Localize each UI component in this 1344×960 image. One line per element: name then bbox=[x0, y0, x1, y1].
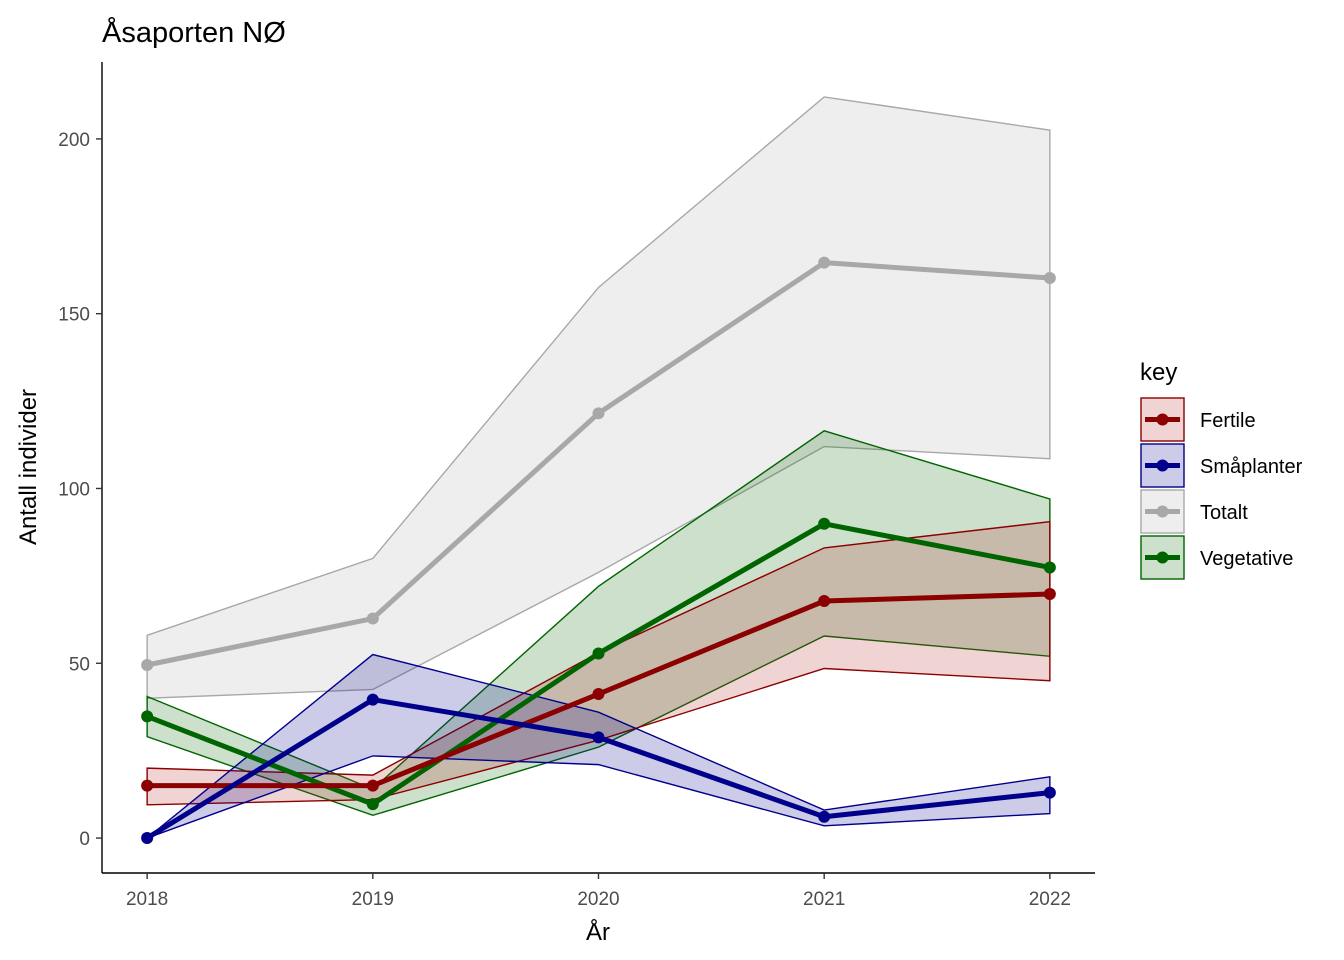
point-totalt-2021 bbox=[818, 256, 831, 269]
y-tick-label: 200 bbox=[58, 130, 90, 151]
y-axis-ticks: 0 50 100 150 200 bbox=[58, 130, 102, 850]
y-tick-label: 150 bbox=[58, 305, 90, 326]
legend-point-smaplanter bbox=[1156, 459, 1169, 472]
point-fertile-2020 bbox=[592, 688, 605, 701]
point-smaplanter-2022 bbox=[1043, 786, 1056, 799]
legend-item-vegetative: Vegetative bbox=[1140, 535, 1293, 580]
point-vegetative-2020 bbox=[592, 647, 605, 660]
y-tick-label: 0 bbox=[79, 829, 90, 850]
y-tick-label: 100 bbox=[58, 479, 90, 500]
legend-label-totalt: Totalt bbox=[1200, 502, 1248, 524]
point-vegetative-2019 bbox=[366, 798, 379, 811]
point-fertile-2019 bbox=[366, 779, 379, 792]
point-fertile-2018 bbox=[141, 779, 154, 792]
chart-title: Åsaporten NØ bbox=[102, 16, 286, 49]
x-axis-title: År bbox=[586, 918, 610, 946]
point-vegetative-2022 bbox=[1043, 561, 1056, 574]
legend-point-vegetative bbox=[1156, 551, 1169, 564]
x-tick-label: 2019 bbox=[352, 889, 394, 910]
legend-point-fertile bbox=[1156, 413, 1169, 426]
point-vegetative-2018 bbox=[141, 710, 154, 723]
legend-label-smaplanter: Småplanter bbox=[1200, 456, 1303, 478]
point-totalt-2018 bbox=[141, 659, 154, 672]
x-tick-label: 2022 bbox=[1029, 889, 1071, 910]
point-fertile-2021 bbox=[818, 595, 831, 608]
legend-point-totalt bbox=[1156, 505, 1169, 518]
point-smaplanter-2018 bbox=[141, 832, 154, 845]
series-points bbox=[141, 256, 1056, 845]
point-totalt-2019 bbox=[366, 612, 379, 625]
legend-item-fertile: Fertile bbox=[1140, 397, 1256, 442]
x-axis-ticks: 2018 2019 2020 2021 2022 bbox=[126, 873, 1071, 910]
legend-title: key bbox=[1140, 359, 1177, 386]
point-fertile-2022 bbox=[1043, 588, 1056, 601]
point-totalt-2020 bbox=[592, 407, 605, 420]
x-tick-label: 2021 bbox=[803, 889, 845, 910]
legend: key Fertile Småplanter Totalt Vegetative bbox=[1140, 359, 1303, 580]
point-smaplanter-2019 bbox=[366, 693, 379, 706]
point-totalt-2022 bbox=[1043, 272, 1056, 285]
y-axis-title: Antall individer bbox=[15, 389, 42, 545]
legend-item-totalt: Totalt bbox=[1140, 489, 1248, 534]
point-vegetative-2021 bbox=[818, 517, 831, 530]
band-totalt bbox=[146, 96, 1051, 699]
point-smaplanter-2020 bbox=[592, 731, 605, 744]
point-smaplanter-2021 bbox=[818, 810, 831, 823]
confidence-bands bbox=[146, 96, 1051, 839]
legend-label-fertile: Fertile bbox=[1200, 410, 1256, 432]
x-tick-label: 2020 bbox=[577, 889, 619, 910]
x-tick-label: 2018 bbox=[126, 889, 168, 910]
legend-label-vegetative: Vegetative bbox=[1200, 548, 1293, 570]
y-tick-label: 50 bbox=[69, 654, 90, 675]
legend-item-smaplanter: Småplanter bbox=[1140, 443, 1303, 488]
